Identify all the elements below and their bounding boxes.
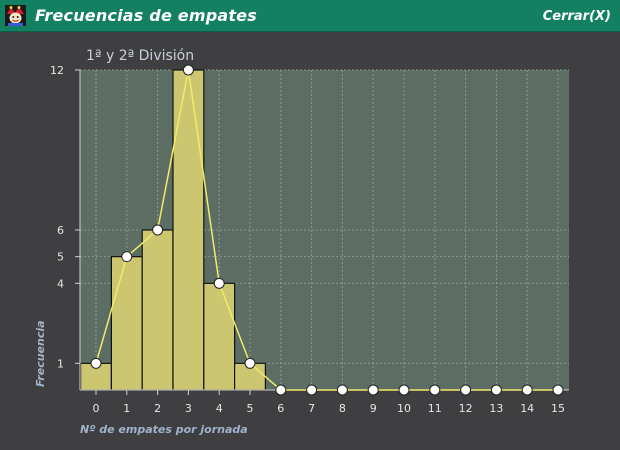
y-tick-label: 4 (57, 277, 64, 290)
bar (141, 229, 174, 391)
x-tick-labels: 0 1 2 3 4 5 6 7 8 9 10 11 12 13 14 15 (93, 402, 566, 415)
bar (110, 256, 143, 391)
window-title: Frecuencias de empates (35, 6, 257, 25)
x-tick-label: 3 (185, 402, 192, 415)
x-tick-label: 4 (216, 402, 223, 415)
data-point (398, 384, 410, 396)
data-point (121, 251, 133, 263)
data-point (336, 384, 348, 396)
x-tick-label: 12 (459, 402, 473, 415)
data-point (552, 384, 564, 396)
x-tick-label: 0 (93, 402, 100, 415)
data-point (306, 384, 318, 396)
y-tick-label: 6 (57, 224, 64, 237)
x-tick-label: 2 (154, 402, 161, 415)
x-tick-label: 8 (339, 402, 346, 415)
data-point (90, 357, 102, 369)
data-point (429, 384, 441, 396)
bar (203, 282, 236, 391)
y-axis-label: Frecuencia (34, 320, 47, 387)
data-point (521, 384, 533, 396)
data-point (182, 64, 194, 76)
bar (172, 69, 205, 391)
grid (80, 69, 569, 390)
x-axis-label: Nº de empates por jornada (80, 423, 248, 436)
title-bar: Frecuencias de empates Cerrar(X) (0, 0, 620, 32)
x-tick-label: 11 (428, 402, 442, 415)
close-button[interactable]: Cerrar(X) (542, 9, 611, 24)
data-point (367, 384, 379, 396)
data-point (460, 384, 472, 396)
jester-icon (5, 5, 26, 26)
x-tick-label: 9 (370, 402, 377, 415)
data-point (152, 224, 164, 236)
y-tick-label: 12 (50, 64, 64, 77)
frequency-line (95, 69, 558, 391)
series-line (90, 64, 564, 396)
data-point (244, 357, 256, 369)
y-tick-labels: 1 4 5 6 12 (50, 64, 64, 370)
x-tick-label: 1 (123, 402, 130, 415)
y-tick-label: 1 (57, 357, 64, 370)
y-tick-label: 5 (57, 251, 64, 264)
chart-title: 1ª y 2ª División (86, 48, 194, 64)
x-tick-label: 5 (247, 402, 254, 415)
x-tick-label: 13 (489, 402, 503, 415)
x-tick-label: 14 (520, 402, 534, 415)
data-point (213, 277, 225, 289)
x-tick-label: 10 (397, 402, 411, 415)
data-point (490, 384, 502, 396)
x-tick-label: 7 (308, 402, 315, 415)
x-tick-label: 15 (551, 402, 565, 415)
x-tick-label: 6 (277, 402, 284, 415)
data-point (275, 384, 287, 396)
